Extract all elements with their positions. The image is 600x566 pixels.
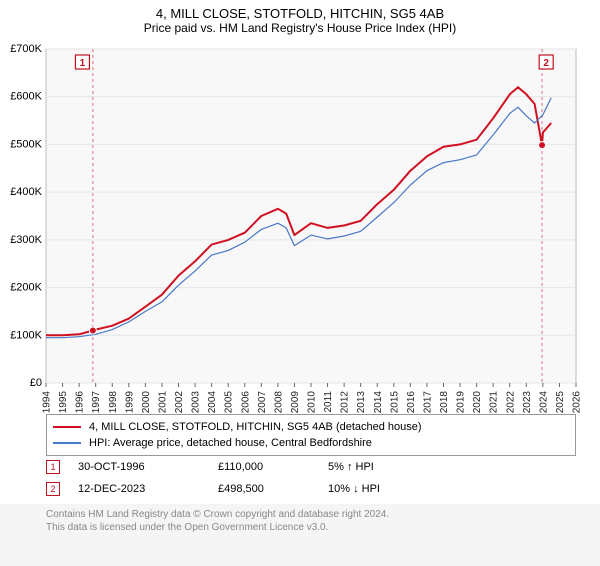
svg-text:1994: 1994 (42, 391, 53, 414)
svg-text:2021: 2021 (489, 391, 500, 414)
svg-text:1999: 1999 (124, 391, 135, 414)
sale-marker-icon: 1 (46, 460, 60, 474)
svg-text:2015: 2015 (389, 391, 400, 414)
svg-text:2001: 2001 (157, 391, 168, 414)
svg-text:2014: 2014 (373, 391, 384, 414)
svg-text:1997: 1997 (91, 391, 102, 414)
svg-text:2008: 2008 (273, 391, 284, 414)
legend-label: HPI: Average price, detached house, Cent… (89, 437, 372, 449)
svg-text:1996: 1996 (75, 391, 86, 414)
svg-text:2011: 2011 (323, 391, 334, 413)
svg-text:£400K: £400K (10, 186, 42, 198)
svg-text:2: 2 (543, 58, 549, 69)
sale-row: 2 12-DEC-2023 £498,500 10% ↓ HPI (46, 478, 576, 500)
svg-text:2017: 2017 (422, 391, 433, 414)
svg-text:£700K: £700K (10, 43, 42, 55)
sale-row: 1 30-OCT-1996 £110,000 5% ↑ HPI (46, 456, 576, 478)
chart-title: 4, MILL CLOSE, STOTFOLD, HITCHIN, SG5 4A… (0, 6, 600, 21)
svg-text:2013: 2013 (356, 391, 367, 414)
svg-text:£0: £0 (30, 377, 42, 389)
svg-text:1995: 1995 (58, 391, 69, 414)
svg-text:2019: 2019 (456, 391, 467, 414)
sale-pct: 10% ↓ HPI (328, 483, 468, 495)
chart-area: £0 £100K £200K £300K £400K £500K £600K £700K 199… (0, 39, 600, 439)
svg-text:£300K: £300K (10, 234, 42, 246)
svg-text:2009: 2009 (290, 391, 301, 414)
legend-row: 4, MILL CLOSE, STOTFOLD, HITCHIN, SG5 4A… (53, 419, 569, 435)
svg-text:2004: 2004 (207, 391, 218, 414)
svg-text:2003: 2003 (191, 391, 202, 414)
footer-line: This data is licensed under the Open Gov… (46, 521, 576, 534)
legend-swatch (53, 442, 81, 444)
sale-marker-icon: 2 (46, 482, 60, 496)
svg-text:2006: 2006 (240, 391, 251, 414)
legend: 4, MILL CLOSE, STOTFOLD, HITCHIN, SG5 4A… (46, 414, 576, 456)
svg-text:£200K: £200K (10, 282, 42, 294)
svg-text:2022: 2022 (505, 391, 516, 414)
footer: Contains HM Land Registry data © Crown c… (46, 508, 576, 534)
svg-text:2005: 2005 (224, 391, 235, 414)
svg-text:2023: 2023 (522, 391, 533, 414)
legend-label: 4, MILL CLOSE, STOTFOLD, HITCHIN, SG5 4A… (89, 421, 422, 433)
svg-text:1: 1 (80, 58, 86, 69)
svg-text:2026: 2026 (572, 391, 583, 414)
sale-date: 30-OCT-1996 (78, 461, 218, 473)
svg-text:2010: 2010 (307, 391, 318, 414)
svg-text:2007: 2007 (257, 391, 268, 414)
svg-text:2000: 2000 (141, 391, 152, 414)
legend-row: HPI: Average price, detached house, Cent… (53, 435, 569, 451)
sale-price: £498,500 (218, 483, 328, 495)
sale-price: £110,000 (218, 461, 328, 473)
svg-text:2020: 2020 (472, 391, 483, 414)
svg-text:2025: 2025 (555, 391, 566, 414)
legend-swatch (53, 426, 81, 428)
chart-subtitle: Price paid vs. HM Land Registry's House … (0, 21, 600, 35)
svg-text:£600K: £600K (10, 91, 42, 103)
price-chart-card: { "title": "4, MILL CLOSE, STOTFOLD, HIT… (0, 6, 600, 566)
sale-pct: 5% ↑ HPI (328, 461, 468, 473)
svg-text:2002: 2002 (174, 391, 185, 414)
sale-date: 12-DEC-2023 (78, 483, 218, 495)
chart-svg: £0 £100K £200K £300K £400K £500K £600K £700K 199… (0, 39, 600, 439)
svg-text:£100K: £100K (10, 329, 42, 341)
footer-line: Contains HM Land Registry data © Crown c… (46, 508, 576, 521)
svg-text:2012: 2012 (340, 391, 351, 414)
svg-text:2018: 2018 (439, 391, 450, 414)
svg-text:1998: 1998 (108, 391, 119, 414)
svg-text:2016: 2016 (406, 391, 417, 414)
svg-text:£500K: £500K (10, 138, 42, 150)
sale-facts: 1 30-OCT-1996 £110,000 5% ↑ HPI 2 12-DEC… (46, 456, 576, 500)
svg-text:2024: 2024 (538, 391, 549, 414)
